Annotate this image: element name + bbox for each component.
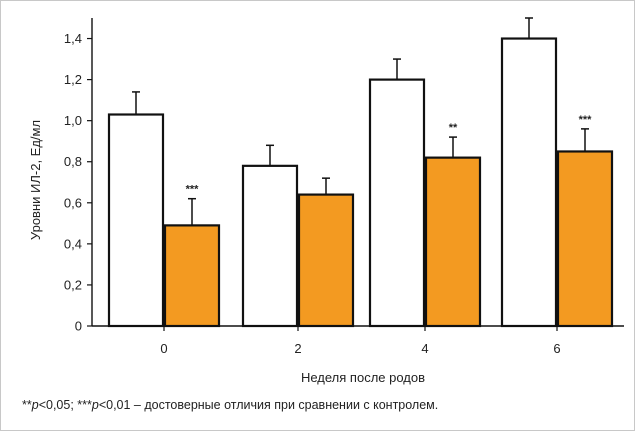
y-tick-label-2: 0,4 <box>64 236 82 251</box>
y-tick-label-3: 0,6 <box>64 195 82 210</box>
bar-s2-6 <box>556 150 614 328</box>
x-tick-label-0: 0 <box>160 341 167 356</box>
y-tick-label-1: 0,2 <box>64 277 82 292</box>
bar-s2-0 <box>163 224 221 328</box>
bar-s2-2 <box>297 193 355 328</box>
x-axis-title: Неделя после родов <box>301 370 425 385</box>
footnote-p-symbol-1: p <box>31 398 39 412</box>
bar-s1-6 <box>500 37 558 328</box>
significance-mark-4: ** <box>449 122 458 134</box>
y-axis-title: Уровни ИЛ-2, Ед/мл <box>28 120 43 240</box>
y-tick-label-0: 0 <box>75 319 82 334</box>
x-tick-label-2: 2 <box>294 341 301 356</box>
significance-mark-0: *** <box>186 184 200 196</box>
labels-layer: *** 0 2 ** 4 *** 6 0 0,2 0,4 0,6 0,8 1,0 1,2 1,4 <box>64 31 592 356</box>
bar-s2-4 <box>424 156 482 328</box>
significance-mark-6: *** <box>579 114 593 126</box>
bar-s1-0 <box>107 113 165 328</box>
footnote-marks: ** <box>22 398 32 412</box>
x-tick-label-4: 4 <box>421 341 428 356</box>
footnote-text-2: <0,01 – достоверные отличия при сравнени… <box>98 398 439 412</box>
footnote: **p<0,05; ***p<0,01 – достоверные отличи… <box>22 398 622 412</box>
footnote-text-1: <0,05; *** <box>38 398 92 412</box>
y-tick-label-5: 1,0 <box>64 113 82 128</box>
y-tick-label-7: 1,4 <box>64 31 82 46</box>
bar-s1-4 <box>368 78 426 328</box>
bar-s1-2 <box>241 164 299 328</box>
footnote-p-symbol-2: p <box>91 398 99 412</box>
y-tick-label-6: 1,2 <box>64 72 82 87</box>
x-tick-label-6: 6 <box>553 341 560 356</box>
error-bars-layer <box>132 17 589 226</box>
y-tick-label-4: 0,8 <box>64 154 82 169</box>
axes-layer <box>87 18 624 331</box>
bars-layer <box>107 37 614 328</box>
